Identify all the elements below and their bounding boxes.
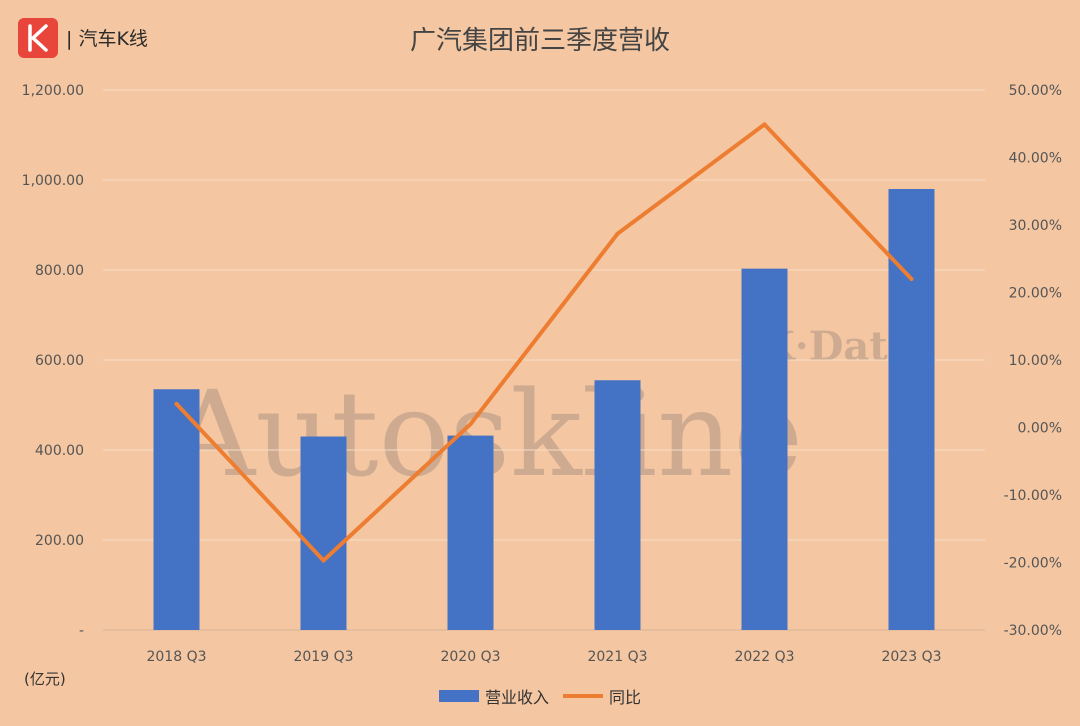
x-tick-label: 2018 Q3 <box>146 649 206 665</box>
line-point-yoy <box>909 277 914 281</box>
bar-revenue <box>888 189 935 630</box>
legend-label-revenue: 营业收入 <box>484 688 549 707</box>
right-tick-label: 10.00% <box>1009 353 1062 369</box>
legend-swatch-line <box>563 694 603 698</box>
right-tick-label: -30.00% <box>1004 623 1062 639</box>
left-axis-unit: (亿元) <box>24 670 66 688</box>
legend-label-yoy: 同比 <box>609 688 642 707</box>
brand-logo <box>18 18 58 58</box>
bar-revenue <box>594 380 641 630</box>
line-point-yoy <box>321 558 326 563</box>
left-tick-label: 200.00 <box>35 533 84 549</box>
right-tick-label: -20.00% <box>1004 556 1062 572</box>
bar-revenue <box>153 389 200 630</box>
brand-name: | 汽车K线 <box>66 28 148 50</box>
line-point-yoy <box>762 122 767 127</box>
bar-revenue <box>741 268 788 630</box>
left-tick-label: 400.00 <box>35 443 84 459</box>
legend-item-revenue: 营业收入 <box>438 684 549 708</box>
line-point-yoy <box>615 231 620 236</box>
left-tick-label: 600.00 <box>35 353 84 369</box>
left-tick-label: - <box>79 623 84 639</box>
left-tick-label: 1,200.00 <box>22 83 84 99</box>
left-tick-label: 800.00 <box>35 263 84 279</box>
chart-legend: 营业收入 同比 <box>0 684 1080 708</box>
right-tick-label: 0.00% <box>1018 421 1062 437</box>
line-point-yoy <box>174 401 179 406</box>
right-tick-label: 40.00% <box>1009 151 1062 167</box>
bar-revenue <box>300 436 347 630</box>
bar-revenue <box>447 435 494 630</box>
x-tick-label: 2021 Q3 <box>587 649 647 665</box>
line-point-yoy <box>468 422 473 427</box>
left-tick-label: 1,000.00 <box>22 173 84 189</box>
legend-swatch-bar <box>438 690 479 702</box>
brand-name-text: 汽车K线 <box>78 28 148 50</box>
legend-item-yoy: 同比 <box>563 684 641 708</box>
right-tick-label: -10.00% <box>1004 488 1062 504</box>
x-tick-label: 2023 Q3 <box>881 649 941 665</box>
x-tick-label: 2019 Q3 <box>293 649 353 665</box>
right-tick-label: 20.00% <box>1009 286 1062 302</box>
right-tick-label: 50.00% <box>1009 83 1062 99</box>
x-tick-label: 2020 Q3 <box>440 649 500 665</box>
right-tick-label: 30.00% <box>1009 218 1062 234</box>
line-yoy <box>174 122 914 563</box>
chart-title: 广汽集团前三季度营收 <box>409 26 670 56</box>
brand-logo-k-icon <box>28 24 48 52</box>
x-tick-label: 2022 Q3 <box>734 649 794 665</box>
